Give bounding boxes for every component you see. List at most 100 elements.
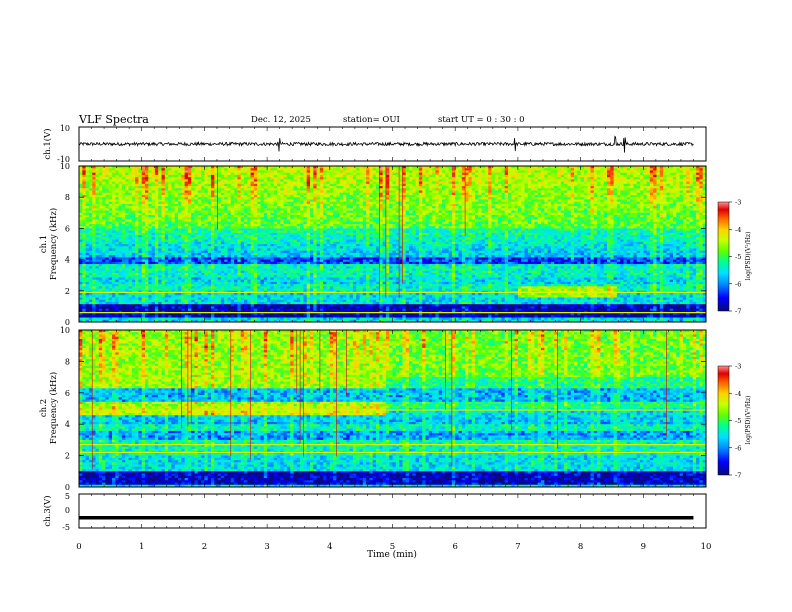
spectrogram-cell (633, 188, 638, 191)
spectrogram-cell (283, 192, 288, 196)
spectrogram-cell (465, 186, 469, 189)
spectrogram-cell (82, 166, 86, 169)
spectrogram-cell (488, 199, 492, 203)
spectrogram-cell (92, 201, 96, 205)
spectrogram-cell (504, 206, 509, 209)
spectrogram-cell (369, 190, 374, 194)
spectrogram-cell (118, 166, 123, 169)
spectrogram-cell (217, 186, 222, 189)
spectrogram-cell (79, 188, 83, 191)
spectrogram-cell (234, 190, 238, 194)
spectrogram-cell (105, 170, 110, 174)
spectrogram-cell (118, 192, 123, 196)
spectrogram-cell (260, 192, 265, 196)
spectrogram-cell (646, 172, 651, 176)
spectrogram-cell (488, 194, 492, 198)
spectrogram-cell (217, 172, 222, 176)
spectrogram-cell (349, 188, 354, 191)
spectrogram-cell (184, 166, 189, 169)
spectrogram-cell (379, 172, 383, 176)
spectrogram-cell (273, 186, 278, 189)
spectrogram-cell (597, 192, 601, 196)
spectrogram-cell (438, 194, 443, 198)
spectrogram-cell (131, 206, 136, 209)
spectrogram-cell (494, 177, 499, 180)
spectrogram-cell (316, 190, 321, 194)
spectrogram-cell (580, 181, 585, 185)
spectrogram-cell (646, 170, 651, 174)
spectrogram-cell (141, 186, 146, 189)
spectrogram-cell (184, 179, 189, 182)
spectrogram-cell (352, 186, 357, 189)
spectrogram-cell (316, 181, 321, 185)
spectrogram-cell (108, 199, 113, 203)
spectrogram-cell (442, 179, 446, 182)
spectrogram-cell (504, 181, 509, 185)
spectrogram-cell (319, 181, 324, 185)
ch1-ytick-bottom: -10 (57, 155, 70, 164)
spectrogram-cell (478, 168, 482, 171)
spectrogram-cell (498, 188, 502, 191)
spectrogram-cell (580, 172, 585, 176)
spectrogram-cell (471, 172, 476, 176)
spectrogram-cell (405, 197, 410, 200)
spectrogram-cell (207, 188, 212, 191)
spectrogram-cell (418, 168, 423, 171)
spectrogram-cell (102, 199, 106, 203)
spectrogram-cell (336, 177, 341, 180)
spectrogram-cell (376, 174, 380, 178)
spectrogram-cell (310, 201, 314, 205)
spectrogram-cell (273, 172, 278, 176)
spectrogram-cell (303, 188, 308, 191)
spectrogram-cell (161, 170, 166, 174)
spectrogram-cell (339, 186, 344, 189)
spectrogram-cell (514, 188, 519, 191)
spectrogram-cell (590, 174, 595, 178)
spectrogram-cell (306, 174, 311, 178)
spectrogram-cell (682, 190, 687, 194)
spectrogram-cell (323, 206, 327, 209)
spectrogram-cell (508, 188, 512, 191)
spectrogram-cell (250, 201, 255, 205)
spectrogram-cell (181, 192, 185, 196)
spectrogram-cell (682, 194, 687, 198)
spectrogram-cell (554, 188, 558, 191)
spectrogram-cell (234, 183, 238, 187)
spectrogram-cell (679, 179, 684, 182)
spectrogram-cell (168, 170, 172, 174)
spectrogram-cell (623, 186, 628, 189)
spectrogram-cell (442, 181, 446, 185)
spectrogram-cell (349, 172, 354, 176)
spectrogram-cell (296, 170, 301, 174)
spectrogram-cell (283, 194, 288, 198)
spectrogram-cell (656, 197, 661, 200)
spectrogram-cell (663, 199, 667, 203)
spectrogram-cell (399, 177, 403, 180)
spectrogram-cell (389, 179, 393, 182)
spectrogram-cell (359, 181, 364, 185)
spectrogram-cell (82, 188, 86, 191)
spectrogram-cell (98, 181, 103, 185)
spectrogram-cell (283, 181, 288, 185)
spectrogram-cell (580, 183, 585, 187)
spectrogram-cell (544, 179, 548, 182)
spectrogram-cell (610, 190, 614, 194)
spectrogram-cell (656, 188, 661, 191)
spectrogram-cell (640, 197, 644, 200)
spectrogram-cell (296, 166, 301, 169)
spectrogram-cell (455, 183, 459, 187)
spectrogram-cell (425, 177, 430, 180)
spectrogram-cell (131, 190, 136, 194)
spectrogram-cell (679, 190, 684, 194)
spectrogram-cell (389, 168, 393, 171)
spectrogram-cell (234, 181, 238, 185)
spectrogram-cell (616, 203, 621, 207)
spectrogram-cell (557, 172, 562, 176)
spectrogram-cell (422, 192, 426, 196)
spectrogram-cell (537, 192, 542, 196)
spectrogram-cell (88, 206, 93, 209)
spectrogram-cell (230, 206, 235, 209)
spectrogram-cell (574, 199, 578, 203)
spectrogram-cell (161, 203, 166, 207)
spectrogram-cell (428, 188, 433, 191)
